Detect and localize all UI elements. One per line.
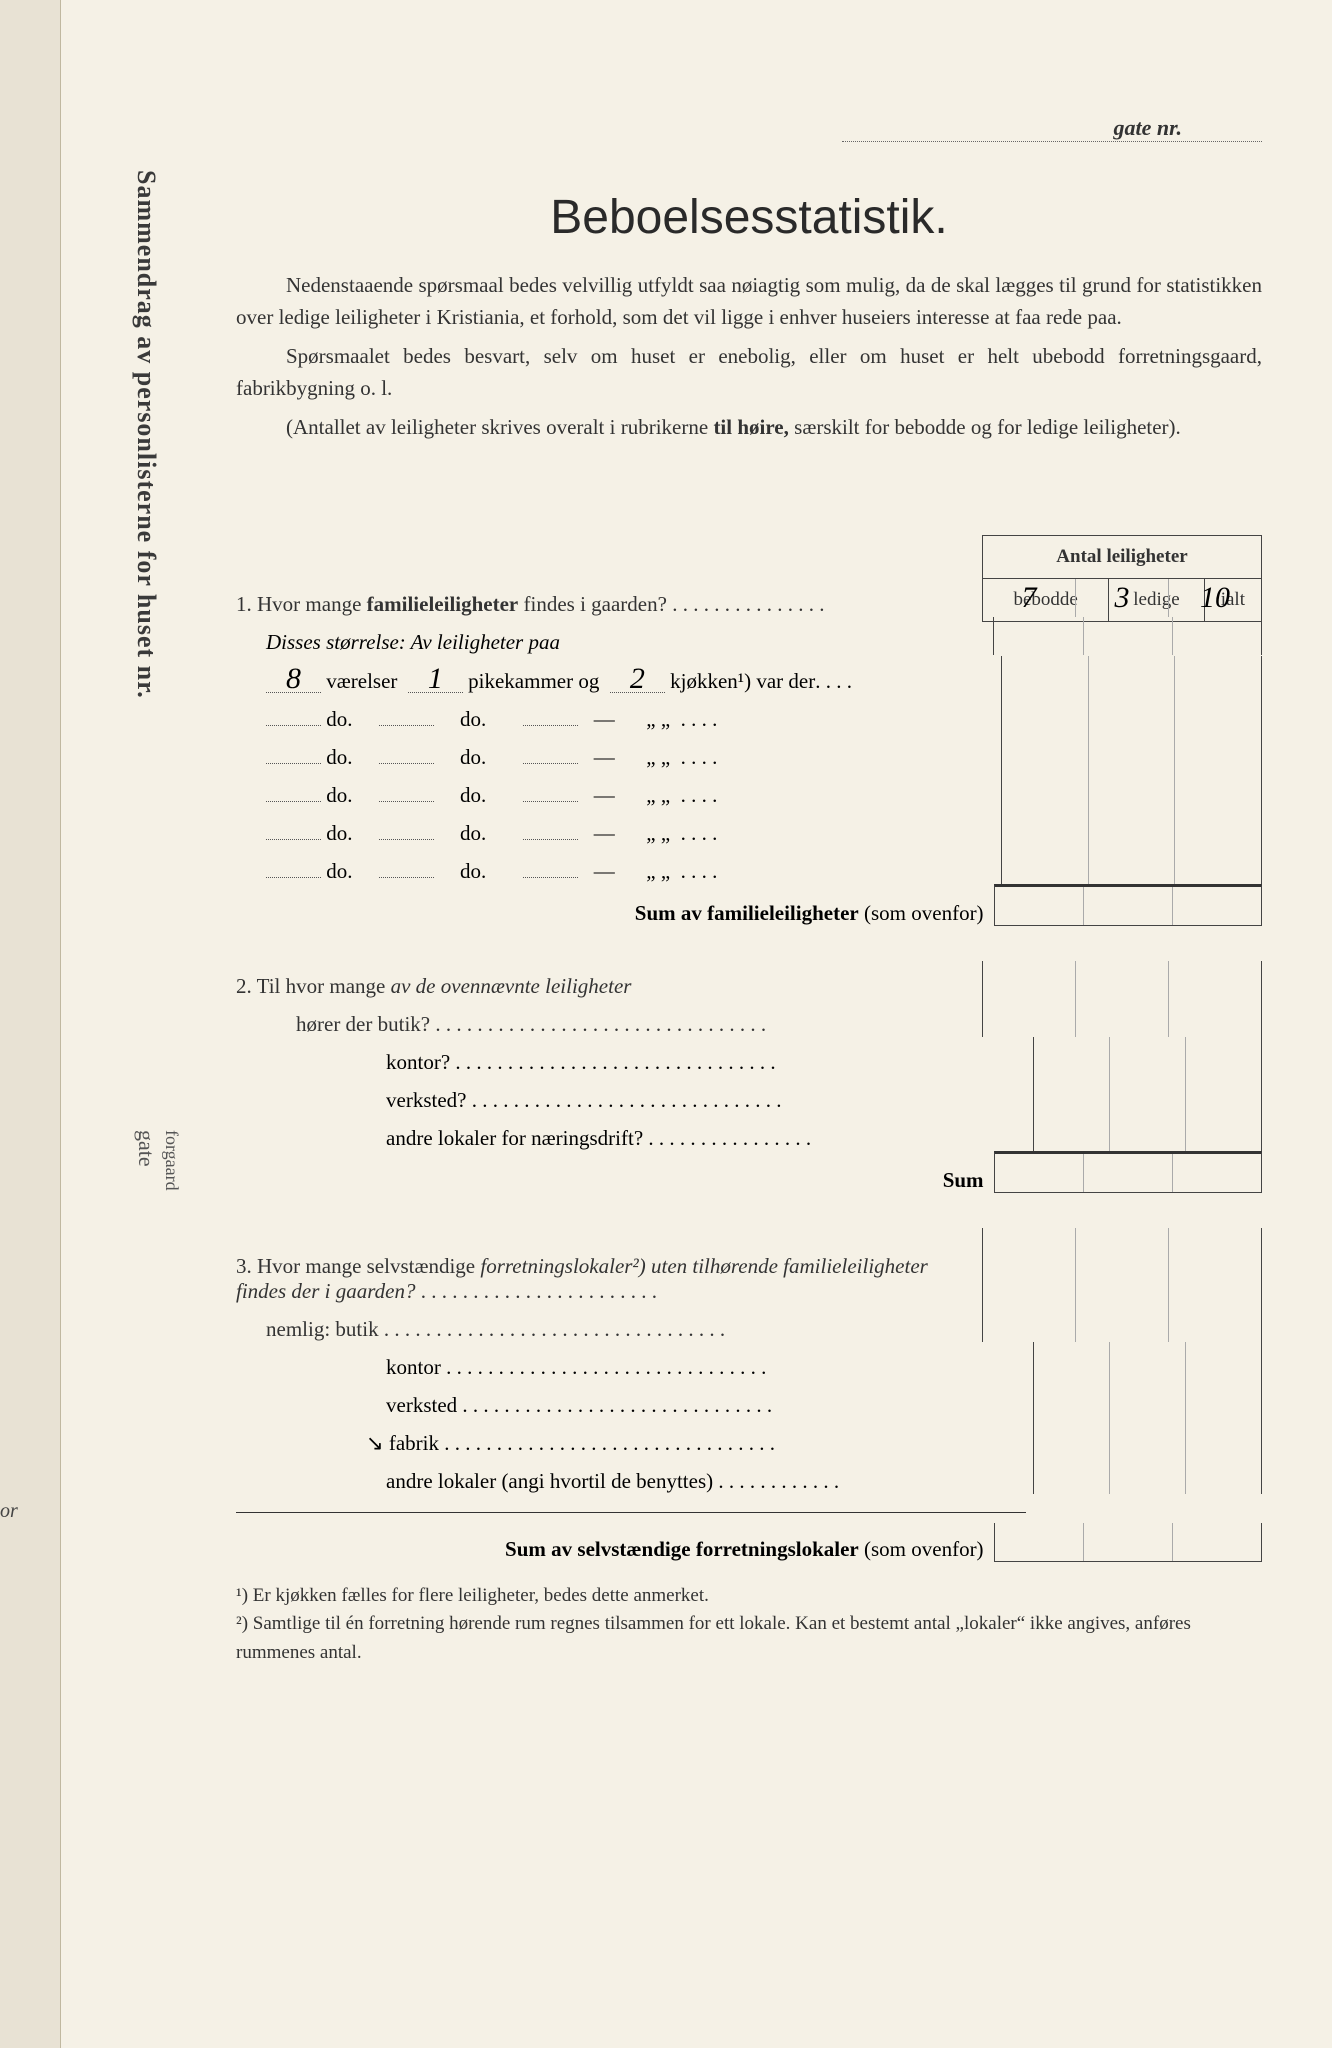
footnote-1: ¹) Er kjøkken fælles for flere leilighet… <box>236 1582 1262 1611</box>
question-1: 1. Hvor mange familieleiligheter findes … <box>236 579 1262 926</box>
table-header-top: Antal leiligheter <box>983 536 1262 579</box>
spine-forgaard-label: forgaard <box>161 1130 182 1191</box>
question-2: 2. Til hvor mange av de ovennævnte leili… <box>236 961 1262 1193</box>
intro-paragraph-1: Nedenstaaende spørsmaal bedes velvillig … <box>236 270 1262 333</box>
size-row-do: do. do. — „ „ . . . . <box>236 694 1262 732</box>
size-row-do: do. do. — „ „ . . . . <box>236 846 1262 884</box>
page-title: Beboelsesstatistik. <box>236 190 1262 245</box>
pikekammer-value: 1 <box>408 665 463 693</box>
question-3: 3. Hvor mange selvstændige forretningslo… <box>236 1228 1262 1562</box>
gate-nr-field: gate nr. <box>842 115 1262 142</box>
size-row-do: do. do. — „ „ . . . . <box>236 808 1262 846</box>
footnotes: ¹) Er kjøkken fælles for flere leilighet… <box>236 1582 1262 1668</box>
left-margin-text: or <box>0 1500 18 1523</box>
size-row-do: do. do. — „ „ . . . . <box>236 732 1262 770</box>
vaerelser-value: 8 <box>266 665 321 693</box>
intro-paragraph-3: (Antallet av leiligheter skrives overalt… <box>236 412 1262 444</box>
footnote-2: ²) Samtlige til én forretning hørende ru… <box>236 1610 1262 1667</box>
q1-ledige-value: 3 <box>1075 579 1168 617</box>
document-page: Sammendrag av personlisterne for huset n… <box>60 0 1332 2048</box>
spine-summary-label: Sammendrag av personlisterne for huset n… <box>131 170 161 699</box>
size-row-do: do. do. — „ „ . . . . <box>236 770 1262 808</box>
q1-bebodde-value: 7 <box>983 579 1075 617</box>
main-content: Beboelsesstatistik. Nedenstaaende spørsm… <box>236 190 1262 1667</box>
q1-ialt-value: 10 <box>1168 579 1261 617</box>
intro-paragraph-2: Spørsmaalet bedes besvart, selv om huset… <box>236 341 1262 404</box>
kjokken-value: 2 <box>610 665 665 693</box>
spine-gate-label: gate <box>133 1130 159 1167</box>
